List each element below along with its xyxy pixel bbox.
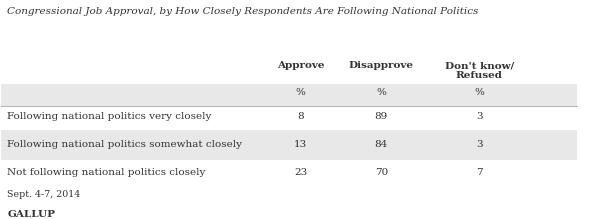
Text: 7: 7	[476, 168, 482, 177]
Text: %: %	[377, 88, 386, 97]
Text: Disapprove: Disapprove	[349, 61, 414, 70]
Text: 84: 84	[375, 140, 388, 149]
Text: Not following national politics closely: Not following national politics closely	[7, 168, 206, 177]
Text: Following national politics very closely: Following national politics very closely	[7, 112, 211, 121]
Text: Don't know/
Refused: Don't know/ Refused	[444, 61, 514, 80]
Bar	[1, 84, 577, 107]
Text: Sept. 4-7, 2014: Sept. 4-7, 2014	[7, 190, 80, 199]
Text: Following national politics somewhat closely: Following national politics somewhat clo…	[7, 140, 242, 149]
Bar	[1, 130, 577, 160]
Text: 13: 13	[294, 140, 307, 149]
Text: %: %	[474, 88, 484, 97]
Text: 3: 3	[476, 112, 482, 121]
Text: 8: 8	[298, 112, 304, 121]
Text: %: %	[296, 88, 306, 97]
Text: GALLUP: GALLUP	[7, 210, 55, 219]
Text: Approve: Approve	[277, 61, 324, 70]
Text: 70: 70	[375, 168, 388, 177]
Text: 89: 89	[375, 112, 388, 121]
Text: 23: 23	[294, 168, 307, 177]
Text: Congressional Job Approval, by How Closely Respondents Are Following National Po: Congressional Job Approval, by How Close…	[7, 7, 479, 16]
Text: 3: 3	[476, 140, 482, 149]
